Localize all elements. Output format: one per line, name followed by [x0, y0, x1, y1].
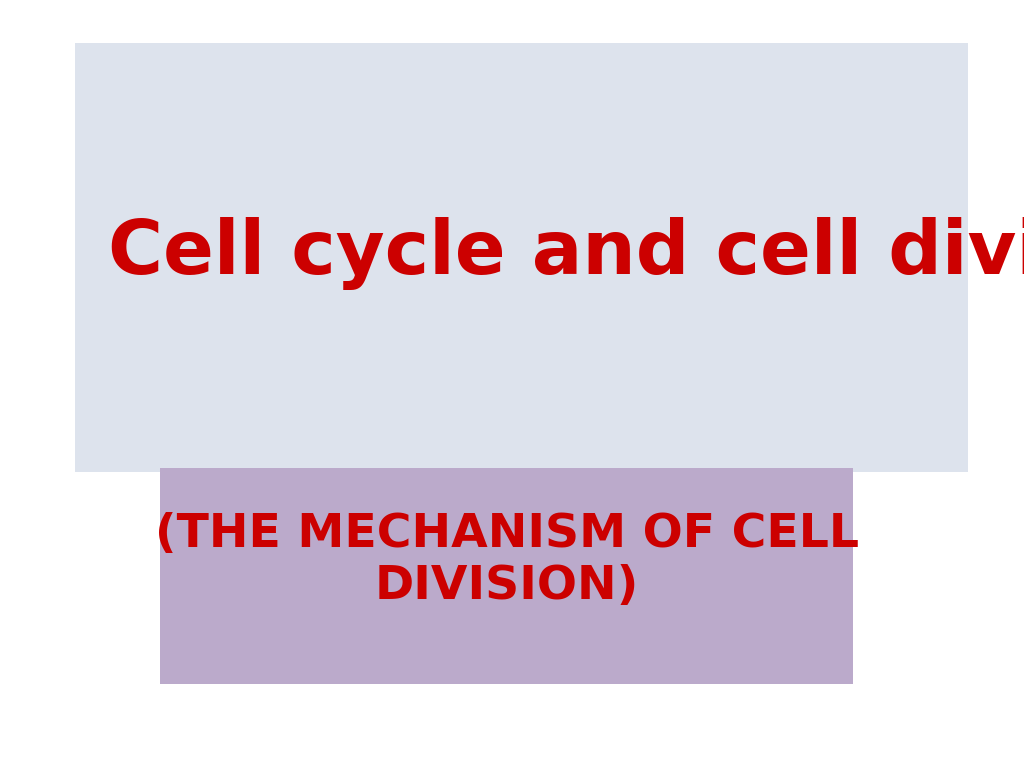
Text: Cell cycle and cell division: Cell cycle and cell division — [108, 217, 1024, 290]
Bar — [160, 468, 853, 684]
Text: (THE MECHANISM OF CELL
DIVISION): (THE MECHANISM OF CELL DIVISION) — [155, 512, 859, 609]
Bar — [75, 43, 968, 472]
